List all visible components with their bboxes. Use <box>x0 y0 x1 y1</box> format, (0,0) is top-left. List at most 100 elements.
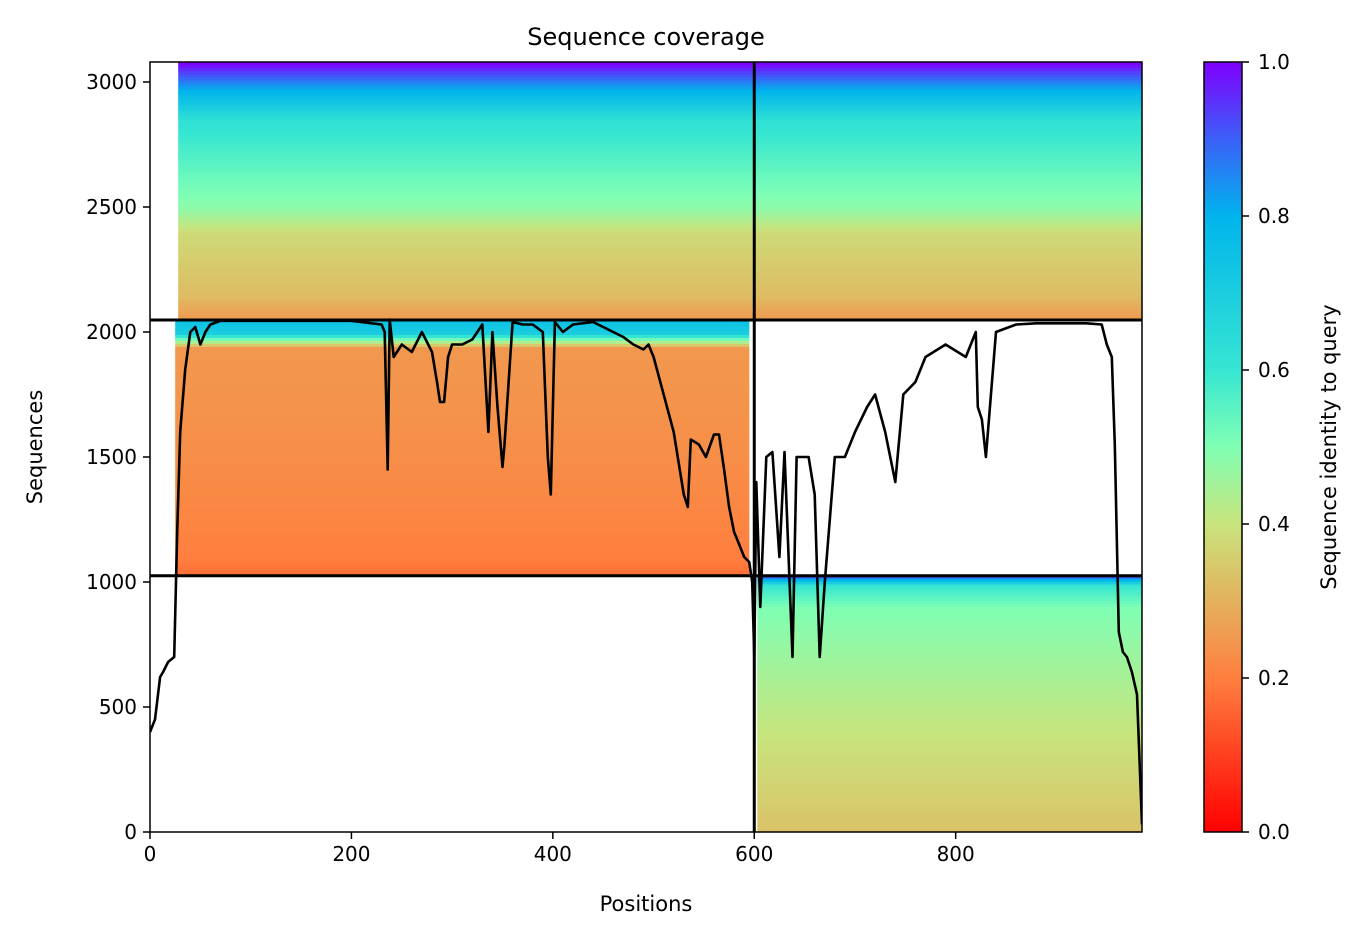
identity-band <box>175 415 750 419</box>
identity-band <box>178 258 755 263</box>
identity-band <box>754 137 1142 142</box>
identity-band <box>175 523 750 528</box>
identity-band <box>175 373 750 378</box>
identity-band <box>757 755 1142 760</box>
identity-band <box>178 267 755 272</box>
identity-band <box>757 584 1142 588</box>
identity-band <box>754 62 1142 66</box>
identity-band <box>754 305 1142 310</box>
identity-band <box>757 797 1142 802</box>
identity-band <box>754 258 1142 263</box>
identity-band <box>757 628 1142 632</box>
identity-band <box>178 182 755 187</box>
identity-band <box>178 143 755 148</box>
identity-band <box>757 816 1142 821</box>
identity-band <box>754 213 1142 217</box>
msa-block-1 <box>178 62 755 321</box>
identity-band <box>178 62 755 66</box>
identity-band <box>757 713 1142 717</box>
msa-block-3 <box>175 320 750 577</box>
identity-band <box>178 270 755 275</box>
y-tick-label: 3000 <box>86 70 137 94</box>
identity-band <box>754 261 1142 266</box>
identity-band <box>754 98 1142 103</box>
colorbar-tick-label: 0.0 <box>1258 820 1290 844</box>
identity-band <box>754 197 1142 202</box>
identity-band <box>178 232 755 236</box>
identity-band <box>757 704 1142 708</box>
y-tick-label: 1000 <box>86 570 137 594</box>
identity-band <box>178 122 755 127</box>
identity-band <box>178 264 755 269</box>
identity-band <box>754 210 1142 214</box>
identity-band <box>757 625 1142 629</box>
identity-band <box>757 788 1142 793</box>
identity-band <box>757 716 1142 720</box>
identity-band <box>757 770 1142 775</box>
identity-band <box>178 173 755 178</box>
colorbar-ticks: 0.0 0.2 0.4 0.6 0.8 1.0 <box>1242 50 1290 844</box>
colorbar-tick-label: 1.0 <box>1258 50 1290 74</box>
identity-band <box>754 243 1142 248</box>
identity-band <box>175 409 750 413</box>
identity-band <box>757 634 1142 638</box>
identity-band <box>178 197 755 202</box>
identity-band <box>757 743 1142 747</box>
identity-band <box>754 125 1142 130</box>
identity-band <box>175 566 750 571</box>
identity-band <box>754 314 1142 318</box>
identity-band <box>757 749 1142 753</box>
identity-band <box>178 282 755 287</box>
identity-band <box>754 311 1142 315</box>
identity-band <box>175 421 750 425</box>
identity-band <box>175 367 750 372</box>
identity-band <box>175 563 750 567</box>
identity-band <box>757 607 1142 611</box>
identity-band <box>757 640 1142 644</box>
identity-band <box>178 311 755 315</box>
identity-band <box>757 694 1142 699</box>
identity-band <box>178 188 755 193</box>
identity-band <box>178 252 755 257</box>
identity-band <box>175 499 750 503</box>
identity-band <box>175 493 750 497</box>
identity-band <box>175 352 750 357</box>
identity-band <box>175 370 750 375</box>
identity-band <box>175 547 750 552</box>
identity-band <box>757 664 1142 669</box>
y-tick-label: 2500 <box>86 195 137 219</box>
x-tick-label: 600 <box>735 842 773 866</box>
identity-band <box>757 773 1142 778</box>
identity-band <box>175 448 750 452</box>
identity-band <box>178 113 755 118</box>
identity-band <box>178 170 755 175</box>
identity-band <box>178 243 755 248</box>
identity-band <box>754 279 1142 284</box>
identity-band <box>175 427 750 431</box>
identity-band <box>757 676 1142 681</box>
identity-band <box>757 631 1142 635</box>
identity-band <box>175 379 750 384</box>
chart-title: Sequence coverage <box>527 23 764 51</box>
identity-band <box>754 173 1142 178</box>
identity-band <box>757 610 1142 614</box>
identity-band <box>754 308 1142 313</box>
identity-band <box>754 288 1142 293</box>
identity-band <box>754 294 1142 298</box>
identity-band <box>757 782 1142 787</box>
identity-band <box>178 288 755 293</box>
identity-band <box>754 264 1142 269</box>
identity-band <box>178 204 755 208</box>
identity-band <box>178 300 755 304</box>
identity-band <box>175 535 750 540</box>
identity-band <box>175 341 750 345</box>
identity-band <box>178 86 755 91</box>
identity-band <box>754 191 1142 196</box>
identity-band <box>754 92 1142 97</box>
identity-band <box>175 451 750 455</box>
identity-band <box>175 391 750 396</box>
identity-band <box>757 731 1142 735</box>
identity-band <box>754 140 1142 145</box>
identity-band <box>178 65 755 69</box>
identity-band <box>178 98 755 103</box>
